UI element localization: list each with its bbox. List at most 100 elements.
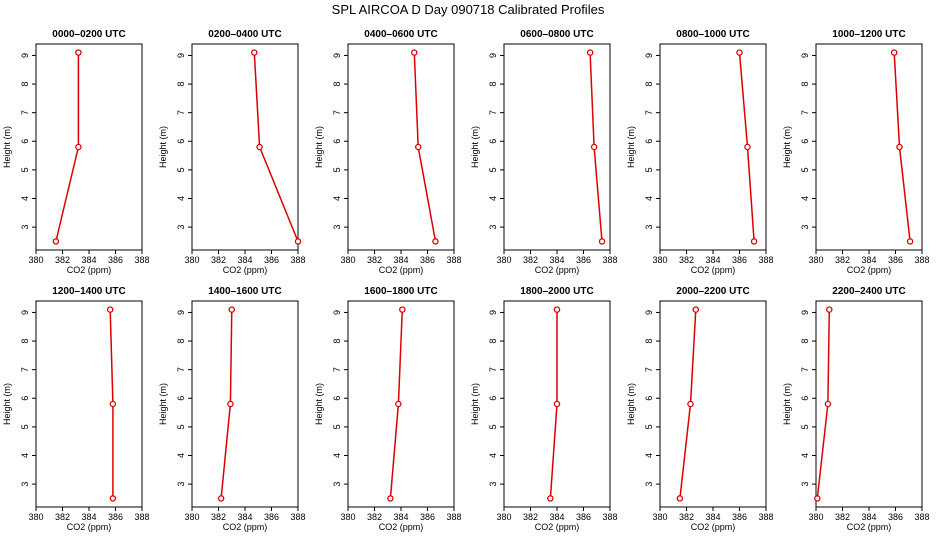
data-point xyxy=(399,306,406,313)
y-tick-label: 8 xyxy=(20,339,30,344)
x-tick-label: 386 xyxy=(576,255,591,265)
y-tick-label: 5 xyxy=(800,167,810,172)
y-tick-label: 7 xyxy=(644,367,654,372)
x-axis-label: CO2 (ppm) xyxy=(847,265,892,275)
y-tick-label: 6 xyxy=(20,139,30,144)
data-point xyxy=(294,238,302,245)
x-axis-label: CO2 (ppm) xyxy=(847,522,892,532)
x-tick-label: 382 xyxy=(835,512,850,522)
x-tick-label: 382 xyxy=(367,512,382,522)
y-tick-label: 7 xyxy=(800,367,810,372)
x-tick-label: 384 xyxy=(861,255,876,265)
x-axis-label: CO2 (ppm) xyxy=(223,522,268,532)
y-tick-label: 5 xyxy=(488,424,498,429)
panel-title: 0400–0600 UTC xyxy=(364,29,437,40)
x-tick-label: 384 xyxy=(705,512,720,522)
y-tick-label: 8 xyxy=(176,339,186,344)
y-tick-label: 5 xyxy=(332,167,342,172)
panel-7: 1200–1400 UTC 380 382 384 386 388 3 4 5 6 7 8 9 CO2 (… xyxy=(2,286,150,532)
x-tick-label: 380 xyxy=(652,255,667,265)
x-tick-label: 386 xyxy=(576,512,591,522)
y-tick-label: 9 xyxy=(644,310,654,315)
x-tick-label: 384 xyxy=(861,512,876,522)
x-tick-label: 384 xyxy=(705,255,720,265)
data-point xyxy=(692,306,700,313)
panel-3: 0400–0600 UTC 380 382 384 386 388 3 4 5 6 7 8 9 CO2 (… xyxy=(314,29,462,275)
y-tick-label: 7 xyxy=(644,110,654,115)
panel-5: 0800–1000 UTC 380 382 384 386 388 3 4 5 6 7 8 9 CO2 (… xyxy=(626,29,774,275)
x-tick-label: 388 xyxy=(758,512,773,522)
x-tick-label: 386 xyxy=(732,255,747,265)
panel-title: 0600–0800 UTC xyxy=(520,29,593,40)
y-tick-label: 6 xyxy=(800,396,810,401)
x-tick-label: 388 xyxy=(134,512,149,522)
x-tick-label: 380 xyxy=(184,255,199,265)
x-tick-label: 382 xyxy=(211,512,226,522)
y-tick-label: 6 xyxy=(332,396,342,401)
y-tick-label: 8 xyxy=(800,339,810,344)
y-tick-label: 5 xyxy=(20,424,30,429)
data-point xyxy=(814,495,821,502)
data-point xyxy=(906,238,914,245)
x-axis-label: CO2 (ppm) xyxy=(379,265,424,275)
x-axis-label: CO2 (ppm) xyxy=(691,265,736,275)
x-tick-label: 380 xyxy=(496,512,511,522)
x-tick-label: 388 xyxy=(914,512,929,522)
x-tick-label: 382 xyxy=(523,512,538,522)
y-tick-label: 9 xyxy=(176,53,186,58)
data-point xyxy=(744,143,751,151)
x-tick-label: 388 xyxy=(914,255,929,265)
x-tick-label: 380 xyxy=(496,255,511,265)
y-axis-label: Height (m) xyxy=(314,126,324,168)
y-tick-label: 6 xyxy=(488,396,498,401)
data-point xyxy=(410,49,418,56)
y-axis-label: Height (m) xyxy=(782,383,792,425)
x-tick-label: 388 xyxy=(290,255,305,265)
x-tick-label: 380 xyxy=(184,512,199,522)
data-point xyxy=(256,143,263,151)
y-tick-label: 9 xyxy=(332,53,342,58)
y-tick-label: 3 xyxy=(20,482,30,487)
data-point xyxy=(553,306,561,313)
y-tick-label: 5 xyxy=(644,167,654,172)
y-axis-label: Height (m) xyxy=(782,126,792,168)
data-point xyxy=(890,49,898,56)
panel-title: 1400–1600 UTC xyxy=(208,286,281,297)
panel-8: 1400–1600 UTC 380 382 384 386 388 3 4 5 6 7 8 9 CO2 (… xyxy=(158,286,306,532)
y-tick-label: 4 xyxy=(20,453,30,458)
x-tick-label: 386 xyxy=(732,512,747,522)
y-tick-label: 9 xyxy=(488,53,498,58)
y-tick-label: 7 xyxy=(20,367,30,372)
x-tick-label: 386 xyxy=(888,255,903,265)
panel-title: 0000–0200 UTC xyxy=(52,29,125,40)
y-tick-label: 4 xyxy=(800,196,810,201)
y-tick-label: 3 xyxy=(488,482,498,487)
y-tick-label: 9 xyxy=(20,53,30,58)
y-tick-label: 5 xyxy=(176,424,186,429)
x-tick-label: 386 xyxy=(108,255,123,265)
y-tick-label: 7 xyxy=(488,367,498,372)
y-tick-label: 9 xyxy=(176,310,186,315)
y-tick-label: 6 xyxy=(644,139,654,144)
x-tick-label: 382 xyxy=(55,512,70,522)
y-tick-label: 4 xyxy=(332,196,342,201)
y-axis-label: Height (m) xyxy=(158,126,168,168)
y-tick-label: 6 xyxy=(20,396,30,401)
x-tick-label: 382 xyxy=(835,255,850,265)
y-axis-label: Height (m) xyxy=(470,383,480,425)
x-tick-label: 388 xyxy=(290,512,305,522)
y-tick-label: 4 xyxy=(644,453,654,458)
y-tick-label: 4 xyxy=(488,196,498,201)
x-axis-label: CO2 (ppm) xyxy=(691,522,736,532)
y-tick-label: 6 xyxy=(176,396,186,401)
x-tick-label: 380 xyxy=(340,255,355,265)
x-tick-label: 380 xyxy=(808,512,823,522)
y-tick-label: 6 xyxy=(800,139,810,144)
panel-title: 0800–1000 UTC xyxy=(676,29,749,40)
plot-frame xyxy=(815,300,923,508)
x-tick-label: 380 xyxy=(28,255,43,265)
y-axis-label: Height (m) xyxy=(626,383,636,425)
y-tick-label: 7 xyxy=(800,110,810,115)
panel-title: 1600–1800 UTC xyxy=(364,286,437,297)
